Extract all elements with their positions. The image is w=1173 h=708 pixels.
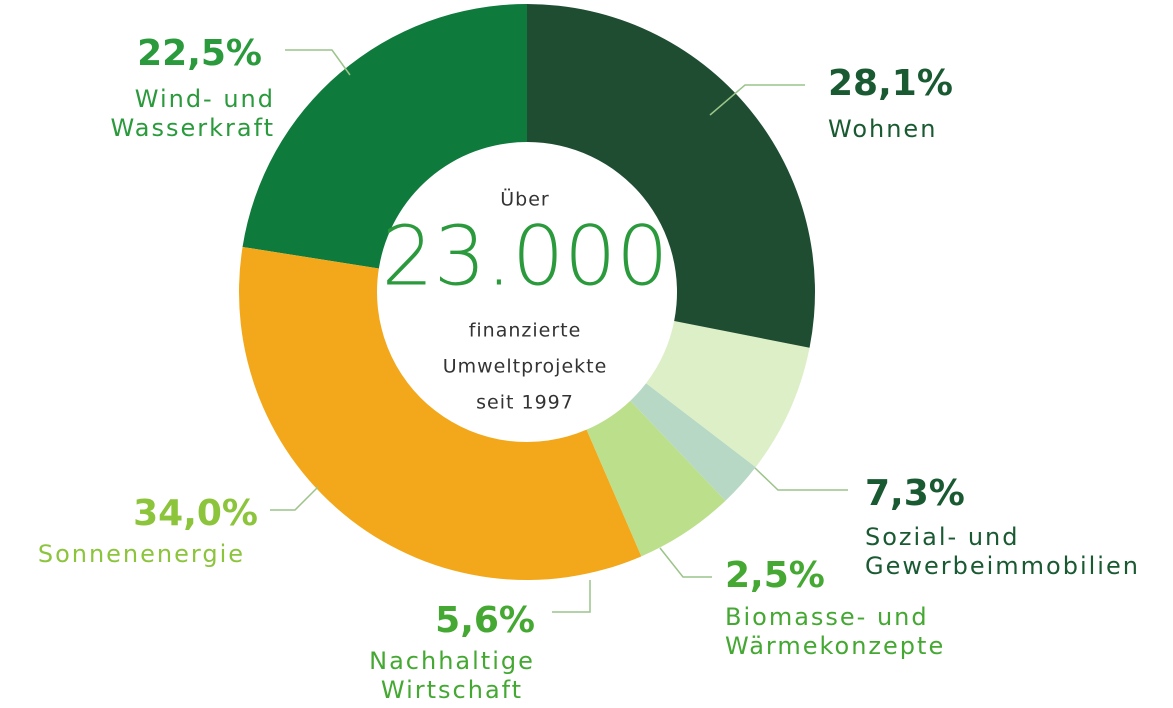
category-label: Wohnen: [828, 115, 937, 143]
value-label: 7,3%: [865, 473, 965, 514]
center-text: Umweltprojekte: [443, 356, 608, 378]
center-text: finanzierte: [469, 320, 582, 342]
donut-segment: [586, 400, 726, 557]
category-label: Sonnenenergie: [38, 540, 245, 568]
connector: [709, 84, 805, 116]
center-text: Über: [500, 188, 549, 211]
donut-segment: [242, 4, 527, 269]
category-label: Sozial- und Gewerbeimmobilien: [865, 523, 1140, 580]
donut-segment: [238, 246, 642, 580]
value-label: 22,5%: [137, 33, 262, 74]
value-label: 5,6%: [435, 600, 535, 641]
value-label: 34,0%: [133, 493, 258, 534]
category-label: Nachhaltige Wirtschaft: [369, 647, 535, 704]
donut-segment: [646, 321, 810, 468]
connector: [285, 49, 351, 76]
connector: [270, 486, 319, 511]
connector: [754, 467, 848, 491]
category-label: Wind- und Wasserkraft: [111, 85, 275, 142]
category-label: Biomasse- und Wärmekonzepte: [725, 603, 945, 660]
donut-segment: [527, 4, 816, 348]
value-label: 28,1%: [828, 63, 953, 104]
center-text: seit 1997: [476, 392, 574, 414]
center-number: 23.000: [382, 210, 669, 305]
connector: [659, 547, 712, 578]
connector: [552, 580, 591, 613]
donut-segment: [630, 383, 756, 501]
value-label: 2,5%: [725, 555, 825, 596]
